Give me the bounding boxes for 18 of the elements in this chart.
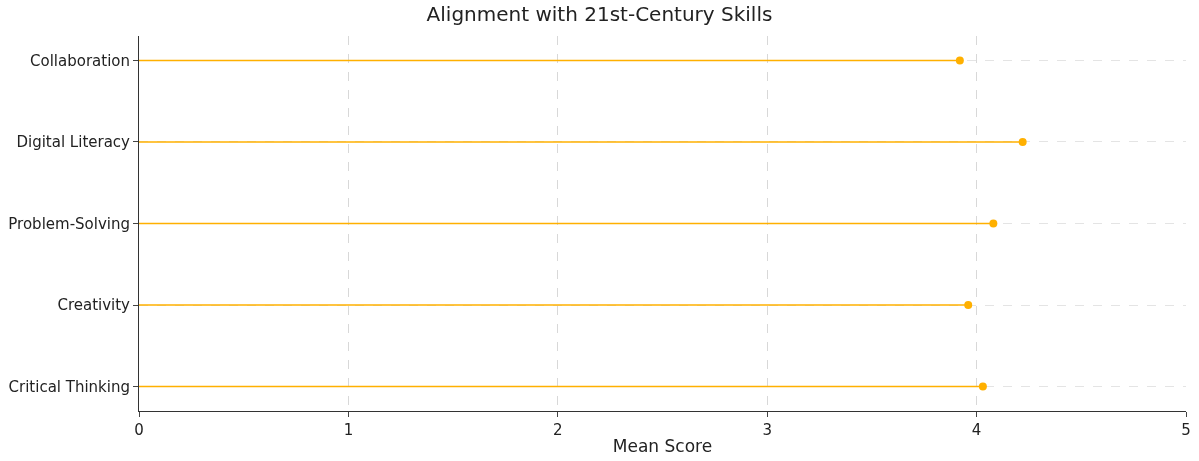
y-tick-label: Collaboration — [30, 51, 130, 70]
x-tick-label: 1 — [343, 421, 354, 439]
x-tick-label: 5 — [1181, 421, 1191, 439]
point — [978, 382, 987, 391]
chart-title: Alignment with 21st-Century Skills — [426, 1, 773, 26]
x-tick-label: 2 — [553, 421, 563, 439]
point — [964, 301, 973, 310]
x-axis-title: Mean Score — [612, 436, 713, 457]
x-tick-label: 0 — [134, 421, 144, 439]
point — [989, 219, 998, 228]
y-tick-label: Problem-Solving — [8, 214, 130, 233]
y-tick-label: Critical Thinking — [8, 377, 130, 396]
x-tick-label: 3 — [762, 421, 772, 439]
x-tick-label: 4 — [971, 421, 982, 439]
y-tick-label: Creativity — [57, 296, 131, 315]
point — [1018, 137, 1027, 146]
point — [955, 56, 964, 65]
y-tick-label: Digital Literacy — [16, 133, 131, 152]
